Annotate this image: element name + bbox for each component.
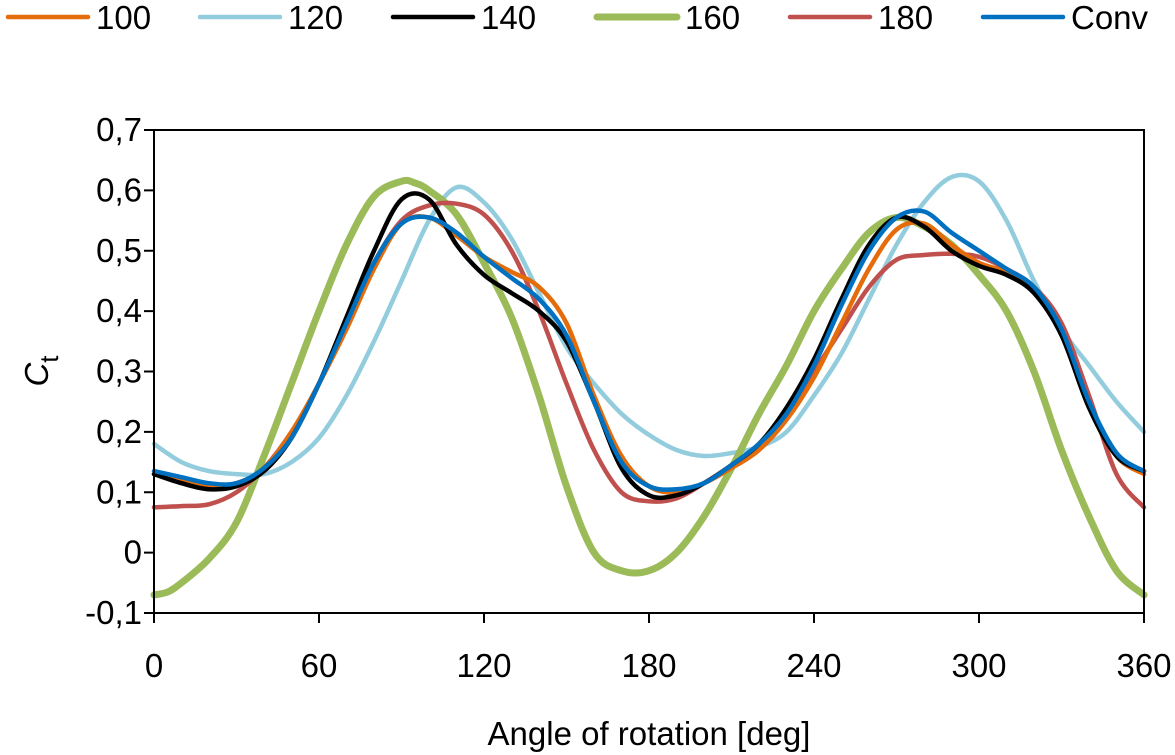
legend: 100 120 140 160 180 Conv — [5, 0, 1149, 36]
series-line-160 — [150, 176, 1148, 599]
x-tick-label: 120 — [456, 647, 511, 684]
y-tick-label: 0,2 — [96, 413, 142, 450]
svg-text:Ct: Ct — [18, 355, 64, 387]
x-axis-ticks: 0 60 120 180 240 300 360 — [145, 613, 1172, 684]
y-axis-title-sub: t — [34, 355, 64, 363]
y-axis-title-main: C — [18, 362, 55, 387]
legend-label-140: 140 — [481, 0, 536, 36]
y-axis-ticks: -0,1 0 0,1 0,2 0,3 0,4 0,5 0,6 0,7 — [85, 111, 154, 631]
y-tick-label: -0,1 — [85, 594, 142, 631]
x-axis-title: Angle of rotation [deg] — [488, 715, 811, 752]
y-tick-label: 0,3 — [96, 353, 142, 390]
x-tick-label: 60 — [301, 647, 338, 684]
y-tick-label: 0,5 — [96, 232, 142, 269]
legend-label-120: 120 — [288, 0, 343, 36]
x-tick-label: 0 — [145, 647, 163, 684]
y-tick-label: 0,6 — [96, 171, 142, 208]
plot-series — [150, 172, 1148, 599]
y-tick-label: 0,7 — [96, 111, 142, 148]
y-tick-label: 0,4 — [96, 292, 142, 329]
plot-area-frame — [153, 129, 1145, 614]
series-line-conv — [151, 208, 1147, 492]
y-tick-label: 0,1 — [96, 473, 142, 510]
y-tick-label: 0 — [124, 534, 142, 571]
x-tick-label: 360 — [1116, 647, 1171, 684]
x-tick-label: 180 — [621, 647, 676, 684]
legend-label-180: 180 — [878, 0, 933, 36]
legend-label-conv: Conv — [1071, 0, 1149, 36]
x-tick-label: 240 — [786, 647, 841, 684]
series-line-120 — [151, 172, 1147, 478]
x-tick-label: 300 — [951, 647, 1006, 684]
legend-label-100: 100 — [96, 0, 151, 36]
y-axis-title: Ct — [18, 355, 64, 387]
legend-label-160: 160 — [685, 0, 740, 36]
